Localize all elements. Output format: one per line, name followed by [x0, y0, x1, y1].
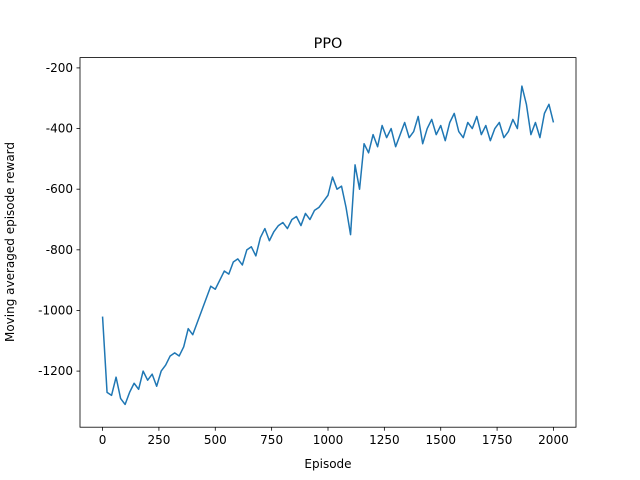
chart-title: PPO [314, 36, 343, 52]
x-tick-label: 750 [260, 433, 283, 447]
y-tick-label: -800 [46, 243, 73, 257]
x-tick-label: 1750 [482, 433, 513, 447]
y-tick-label: -1000 [38, 303, 73, 317]
x-tick-label: 0 [99, 433, 107, 447]
x-tick-label: 2000 [538, 433, 569, 447]
x-axis-label: Episode [304, 457, 351, 471]
y-tick-label: -600 [46, 182, 73, 196]
y-tick-label: -400 [46, 122, 73, 136]
x-tick-label: 500 [204, 433, 227, 447]
y-tick-label: -200 [46, 61, 73, 75]
x-tick-label: 1250 [369, 433, 400, 447]
data-line [101, 85, 555, 406]
x-tick-label: 250 [147, 433, 170, 447]
axes-frame [79, 57, 577, 428]
x-tick-label: 1500 [425, 433, 456, 447]
y-axis-label: Moving averaged episode reward [3, 142, 17, 342]
x-tick-label: 1000 [313, 433, 344, 447]
y-tick-label: -1200 [38, 364, 73, 378]
